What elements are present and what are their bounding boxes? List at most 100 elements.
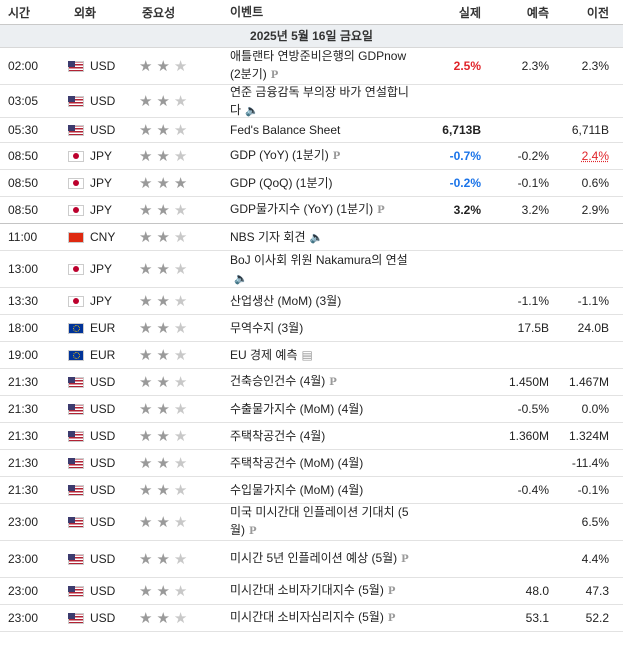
star-icon: ★ [156, 320, 170, 337]
event-title[interactable]: 연준 금융감독 부의장 바가 연설합니다 🔈 [224, 83, 409, 120]
previous-cell: -0.1% [553, 483, 623, 497]
event-currency: JPY [68, 294, 134, 308]
event-name[interactable]: 미국 미시간대 인플레이션 기대치 (5월) [230, 505, 409, 537]
previous-value: -11.4% [571, 456, 609, 470]
event-time: 13:30 [8, 294, 39, 308]
event-title[interactable]: 건축승인건수 (4월) P [224, 372, 409, 392]
importance-stars: ★ ★ ★ [134, 147, 224, 165]
event-title[interactable]: 산업생산 (MoM) (3월) [224, 292, 409, 310]
forecast-value: 53.1 [525, 611, 549, 625]
col-time[interactable]: 시간 [8, 5, 31, 20]
event-name[interactable]: 수입물가지수 (MoM) (4월) [230, 483, 364, 497]
event-name[interactable]: EU 경제 예측 [230, 348, 298, 362]
star-icon: ★ [139, 610, 153, 627]
previous-value: 1.467M [568, 375, 609, 389]
table-row[interactable]: 23:00 USD ★ ★ ★ 미국 미시간대 인플레이션 기대치 (5월) P 6.5% [0, 504, 623, 541]
event-name[interactable]: GDP물가지수 (YoY) (1분기) [230, 202, 374, 216]
event-title[interactable]: NBS 기자 회견 🔈 [224, 228, 409, 247]
table-row[interactable]: 21:30 USD ★ ★ ★ 주택착공건수 (MoM) (4월) -11.4% [0, 450, 623, 477]
table-row[interactable]: 13:30 JPY ★ ★ ★ 산업생산 (MoM) (3월) -1.1% -1.1% [0, 288, 623, 315]
event-title[interactable]: GDP물가지수 (YoY) (1분기) P [224, 200, 409, 220]
forecast-value: 17.5B [517, 321, 549, 335]
event-time: 21:30 [8, 456, 39, 470]
jp-flag-icon [68, 295, 84, 307]
previous-value: 24.0B [577, 321, 609, 335]
col-forecast[interactable]: 예측 [526, 5, 549, 20]
event-title[interactable]: EU 경제 예측 ▤ [224, 346, 409, 364]
table-row[interactable]: 11:00 CNY ★ ★ ★ NBS 기자 회견 🔈 [0, 224, 623, 251]
event-title[interactable]: 주택착공건수 (4월) [224, 427, 409, 445]
importance-stars: ★ ★ ★ [134, 292, 224, 310]
event-name[interactable]: 무역수지 (3월) [230, 321, 304, 335]
star-icon: ★ [173, 428, 188, 445]
event-name[interactable]: 주택착공건수 (4월) [230, 429, 326, 443]
event-time: 02:00 [8, 59, 39, 73]
event-name[interactable]: GDP (YoY) (1분기) [230, 148, 329, 162]
event-name[interactable]: 미시간대 소비자기대지수 (5월) [230, 583, 384, 597]
table-row[interactable]: 21:30 USD ★ ★ ★ 건축승인건수 (4월) P 1.450M 1.467M [0, 369, 623, 396]
event-title[interactable]: Fed's Balance Sheet [224, 121, 409, 139]
event-name[interactable]: 애틀랜타 연방준비은행의 GDPnow (2분기) [230, 49, 407, 81]
event-title[interactable]: GDP (QoQ) (1분기) [224, 174, 409, 192]
event-name[interactable]: 수출물가지수 (MoM) (4월) [230, 402, 364, 416]
event-time: 21:30 [8, 375, 39, 389]
table-row[interactable]: 19:00 EUR ★ ★ ★ EU 경제 예측 ▤ [0, 342, 623, 369]
event-time: 23:00 [8, 552, 39, 566]
event-title[interactable]: 수입물가지수 (MoM) (4월) [224, 481, 409, 499]
star-icon: ★ [173, 229, 188, 246]
event-name[interactable]: 미시간 5년 인플레이션 예상 (5월) [230, 551, 398, 565]
event-title[interactable]: 미시간대 소비자기대지수 (5월) P [224, 581, 409, 601]
col-previous[interactable]: 이전 [586, 5, 609, 20]
event-name[interactable]: NBS 기자 회견 [230, 229, 306, 244]
importance-stars: ★ ★ ★ [134, 260, 224, 278]
table-row[interactable]: 21:30 USD ★ ★ ★ 수출물가지수 (MoM) (4월) -0.5% 0.0% [0, 396, 623, 423]
table-row[interactable]: 21:30 USD ★ ★ ★ 수입물가지수 (MoM) (4월) -0.4% -0.1% [0, 477, 623, 504]
event-name[interactable]: 미시간대 소비자심리지수 (5월) [230, 610, 384, 624]
actual-value: 3.2% [453, 203, 481, 217]
col-actual[interactable]: 실제 [458, 5, 481, 20]
event-name[interactable]: 연준 금융감독 부의장 바가 연설합니다 [230, 84, 409, 117]
table-row[interactable]: 23:00 USD ★ ★ ★ 미시간 5년 인플레이션 예상 (5월) P 4.4% [0, 541, 623, 578]
table-row[interactable]: 08:50 JPY ★ ★ ★ GDP (YoY) (1분기) P -0.7% -0.2% 2.4… [0, 143, 623, 170]
table-row[interactable]: 03:05 USD ★ ★ ★ 연준 금융감독 부의장 바가 연설합니다 🔈 [0, 85, 623, 118]
event-title[interactable]: 수출물가지수 (MoM) (4월) [224, 400, 409, 418]
actual-value: 6,713B [442, 123, 481, 137]
table-row[interactable]: 13:00 JPY ★ ★ ★ BoJ 이사회 위원 Nakamura의 연설🔈 [0, 251, 623, 288]
col-importance[interactable]: 중요성 [142, 5, 176, 20]
table-row[interactable]: 23:00 USD ★ ★ ★ 미시간대 소비자기대지수 (5월) P 48.0 47.3 [0, 578, 623, 605]
event-list: 02:00 USD ★ ★ ★ 애틀랜타 연방준비은행의 GDPnow (2분기) P 2.5… [0, 48, 623, 632]
event-title[interactable]: 애틀랜타 연방준비은행의 GDPnow (2분기) P [224, 47, 409, 85]
star-icon: ★ [139, 514, 153, 531]
event-name[interactable]: 주택착공건수 (MoM) (4월) [230, 456, 364, 470]
star-icon: ★ [156, 583, 170, 600]
table-row[interactable]: 05:30 USD ★ ★ ★ Fed's Balance Sheet 6,713B 6,71… [0, 118, 623, 143]
event-name[interactable]: 건축승인건수 (4월) [230, 374, 326, 388]
event-name[interactable]: BoJ 이사회 위원 Nakamura의 연설 [230, 252, 408, 267]
event-time: 23:00 [8, 515, 39, 529]
us-flag-icon [68, 403, 84, 415]
event-time: 08:50 [8, 149, 39, 163]
event-title[interactable]: GDP (YoY) (1분기) P [224, 146, 409, 166]
event-title[interactable]: 주택착공건수 (MoM) (4월) [224, 454, 409, 472]
table-row[interactable]: 08:50 JPY ★ ★ ★ GDP (QoQ) (1분기) -0.2% -0.1% 0.6% [0, 170, 623, 197]
star-icon: ★ [173, 347, 188, 364]
col-event[interactable]: 이벤트 [230, 5, 264, 19]
table-row[interactable]: 02:00 USD ★ ★ ★ 애틀랜타 연방준비은행의 GDPnow (2분기) P 2.5… [0, 48, 623, 85]
event-time: 21:30 [8, 402, 39, 416]
event-title[interactable]: 무역수지 (3월) [224, 319, 409, 337]
event-title[interactable]: 미국 미시간대 인플레이션 기대치 (5월) P [224, 503, 409, 541]
importance-stars: ★ ★ ★ [134, 174, 224, 192]
event-name[interactable]: Fed's Balance Sheet [230, 123, 341, 137]
table-row[interactable]: 18:00 EUR ★ ★ ★ 무역수지 (3월) 17.5B 24.0B [0, 315, 623, 342]
table-row[interactable]: 21:30 USD ★ ★ ★ 주택착공건수 (4월) 1.360M 1.324M [0, 423, 623, 450]
event-title[interactable]: BoJ 이사회 위원 Nakamura의 연설 🔈 [224, 251, 409, 288]
col-currency[interactable]: 외화 [74, 5, 97, 20]
star-icon: ★ [156, 374, 170, 391]
event-title[interactable]: 미시간대 소비자심리지수 (5월) P [224, 608, 409, 628]
event-name[interactable]: GDP (QoQ) (1분기) [230, 176, 333, 190]
table-row[interactable]: 23:00 USD ★ ★ ★ 미시간대 소비자심리지수 (5월) P 53.1 52.2 [0, 605, 623, 632]
table-row[interactable]: 08:50 JPY ★ ★ ★ GDP물가지수 (YoY) (1분기) P 3.2% 3.2% 2… [0, 197, 623, 224]
event-title[interactable]: 미시간 5년 인플레이션 예상 (5월) P [224, 549, 409, 569]
event-name[interactable]: 산업생산 (MoM) (3월) [230, 294, 342, 308]
star-icon: ★ [156, 610, 170, 627]
